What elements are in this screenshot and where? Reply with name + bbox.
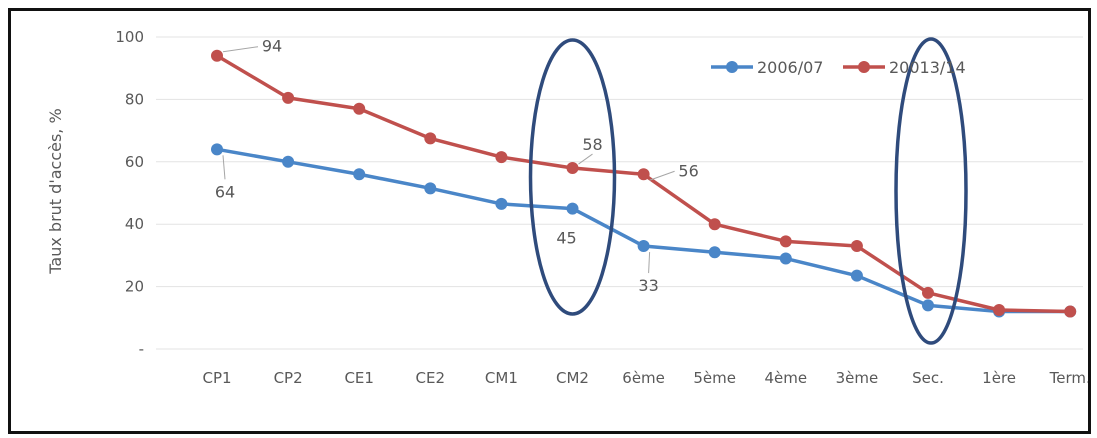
data-point [353,102,366,115]
highlight-ellipse [528,38,617,316]
x-tick-label: CP2 [274,369,303,387]
series [211,49,1077,318]
data-point [637,168,650,181]
x-tick-label: Term. [1049,369,1088,387]
data-labels: 94645845563312 [215,37,699,295]
data-point [424,132,437,145]
data-label: 94 [262,37,282,56]
x-tick-label: CM2 [556,369,589,387]
leader-line [578,153,593,165]
data-point [850,240,863,253]
data-label: 58 [582,135,602,154]
x-tick-label: 5ème [693,369,736,387]
leader-line [222,46,259,53]
leader-line [649,170,675,181]
legend-item: 20013/14 [843,58,966,77]
x-tick-label: CE2 [416,369,446,387]
data-point [637,240,650,253]
data-label: 64 [215,182,235,201]
data-point [495,151,508,164]
line-chart: - 20 40 60 80 100 CP1 CP2 CE1 CE2 CM1 CM2 6ème 5ème 4… [46,28,1088,387]
x-tick-label: 1ère [982,369,1016,387]
data-point [708,218,721,231]
leader-line [222,155,226,180]
data-point [922,299,934,312]
data-point [850,269,863,282]
series-1 [211,49,1077,318]
highlight-ellipses [528,37,968,345]
y-axis-ticks: - 20 40 60 80 100 [115,28,144,358]
x-tick-label: 6ème [622,369,665,387]
series-0 [211,143,1077,318]
x-tick-label: CP1 [202,369,231,387]
data-point [282,91,295,104]
data-point [993,304,1006,316]
y-tick-label: 60 [125,153,144,171]
legend-item: 2006/07 [711,58,823,77]
y-axis-label: Taux brut d'accès, % [46,108,65,274]
data-point [779,252,792,265]
gridlines [156,36,1083,350]
y-tick-label: - [139,340,144,358]
legend: 2006/07 20013/14 [711,58,966,77]
data-point [566,162,579,175]
data-point [211,143,223,156]
legend-label: 2006/07 [757,58,823,77]
data-label: 56 [678,161,698,180]
legend-marker [858,61,870,73]
data-point [211,49,223,62]
x-tick-label: Sec. [912,369,944,387]
legend-label: 20013/14 [889,58,966,77]
data-point [424,182,437,195]
x-tick-label: CM1 [485,369,518,387]
x-tick-label: CE1 [344,369,374,387]
data-point [708,246,721,259]
data-point [282,155,295,168]
data-point [922,286,934,299]
x-tick-label: 3ème [836,369,879,387]
y-tick-label: 20 [125,278,144,296]
y-tick-label: 40 [125,215,144,233]
data-point [1064,305,1077,318]
legend-marker [726,61,738,73]
x-tick-label: 4ème [764,369,807,387]
data-point [353,168,366,181]
data-label: 33 [638,276,658,295]
data-point [566,202,579,215]
x-axis-ticks: CP1 CP2 CE1 CE2 CM1 CM2 6ème 5ème 4ème 3ème Sec. 1è… [202,369,1088,387]
data-label: 45 [556,229,576,248]
data-point [779,235,792,248]
highlight-ellipse [894,37,968,345]
y-tick-label: 80 [125,90,144,108]
data-point [495,197,508,210]
leader-line [648,252,651,274]
chart-frame: - 20 40 60 80 100 CP1 CP2 CE1 CE2 CM1 CM2 6ème 5ème 4… [8,8,1091,434]
series-line [216,54,1071,314]
y-tick-label: 100 [115,28,144,46]
